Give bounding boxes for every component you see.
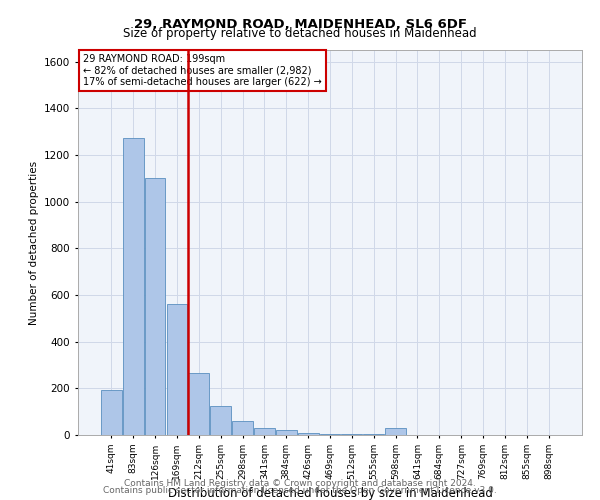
Bar bbox=[145, 178, 166, 435]
Text: 29, RAYMOND ROAD, MAIDENHEAD, SL6 6DF: 29, RAYMOND ROAD, MAIDENHEAD, SL6 6DF bbox=[133, 18, 467, 30]
Bar bbox=[210, 406, 231, 435]
Bar bbox=[298, 432, 319, 435]
Bar bbox=[320, 434, 340, 435]
Bar bbox=[188, 373, 209, 435]
Bar bbox=[232, 421, 253, 435]
Bar bbox=[123, 138, 143, 435]
Text: Contains HM Land Registry data © Crown copyright and database right 2024.: Contains HM Land Registry data © Crown c… bbox=[124, 478, 476, 488]
Bar bbox=[385, 428, 406, 435]
Text: Size of property relative to detached houses in Maidenhead: Size of property relative to detached ho… bbox=[123, 28, 477, 40]
Bar bbox=[364, 434, 384, 435]
X-axis label: Distribution of detached houses by size in Maidenhead: Distribution of detached houses by size … bbox=[167, 488, 493, 500]
Y-axis label: Number of detached properties: Number of detached properties bbox=[29, 160, 38, 324]
Bar bbox=[101, 390, 122, 435]
Bar bbox=[276, 430, 296, 435]
Text: Contains public sector information licensed under the Open Government Licence v3: Contains public sector information licen… bbox=[103, 486, 497, 495]
Bar bbox=[254, 428, 275, 435]
Bar bbox=[341, 434, 362, 435]
Text: 29 RAYMOND ROAD: 199sqm
← 82% of detached houses are smaller (2,982)
17% of semi: 29 RAYMOND ROAD: 199sqm ← 82% of detache… bbox=[83, 54, 322, 87]
Bar bbox=[167, 304, 187, 435]
